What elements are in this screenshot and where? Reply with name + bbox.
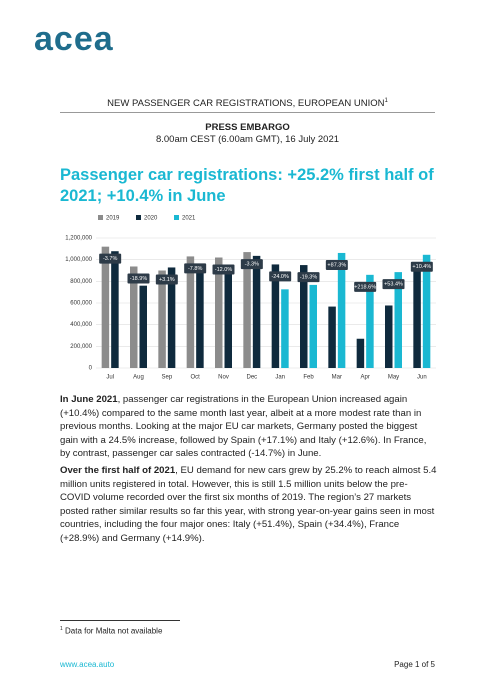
x-tick-label: Jun <box>417 375 427 381</box>
change-label: +10.4% <box>412 264 431 270</box>
paragraph-lead: In June 2021 <box>60 394 118 405</box>
header-text: NEW PASSENGER CAR REGISTRATIONS, EUROPEA… <box>107 98 385 110</box>
bar <box>158 270 166 368</box>
bar <box>139 285 147 368</box>
x-tick-label: Aug <box>133 375 144 381</box>
label-box <box>325 259 348 270</box>
bar <box>422 254 431 368</box>
x-tick-label: Nov <box>218 375 229 381</box>
label-box <box>269 271 292 282</box>
paragraph-text: , EU demand for new cars grew by 25.2% t… <box>60 465 437 544</box>
y-tick-label: 200,000 <box>70 344 92 350</box>
bar <box>394 272 402 368</box>
paragraph-text: , passenger car registrations in the Eur… <box>60 394 427 460</box>
change-label: -12.0% <box>215 267 233 273</box>
bar <box>337 252 346 368</box>
change-label: -19.3% <box>300 275 318 281</box>
label-box <box>127 273 150 284</box>
x-tick-label: Oct <box>190 375 200 381</box>
change-label: -24.0% <box>271 274 289 280</box>
label-box <box>297 272 320 283</box>
bar <box>196 264 204 368</box>
legend-label: 2020 <box>144 216 158 222</box>
paragraph: In June 2021, passenger car registration… <box>60 393 438 461</box>
bar <box>111 251 119 368</box>
x-tick-label: Mar <box>332 375 342 381</box>
change-label: +3.1% <box>159 277 175 283</box>
bar <box>385 305 393 368</box>
x-tick-label: Sep <box>161 375 172 381</box>
change-label: -7.8% <box>188 266 202 272</box>
bar <box>271 264 280 368</box>
divider <box>60 112 435 113</box>
logo: acea <box>34 20 114 58</box>
bar <box>186 256 195 368</box>
change-label: +218.6% <box>354 284 376 290</box>
footer-url[interactable]: www.acea.auto <box>60 660 115 669</box>
change-label: -3.3% <box>245 262 259 268</box>
paragraph: Over the first half of 2021, EU demand f… <box>60 464 438 546</box>
y-tick-label: 1,000,000 <box>65 257 92 263</box>
footnote-rule <box>60 620 180 621</box>
label-box <box>99 253 122 264</box>
embargo: PRESS EMBARGO <box>205 122 290 133</box>
y-tick-label: 600,000 <box>70 301 92 307</box>
label-box <box>155 274 178 285</box>
bar <box>167 267 176 368</box>
legend-swatch <box>98 215 103 220</box>
footnote: 1 Data for Malta not available <box>60 626 162 636</box>
chart: 0 200,000 400,000 600,000 800,000 1,000,000 1,… <box>65 215 436 381</box>
label-box <box>354 281 377 292</box>
bar <box>243 252 251 368</box>
paragraph-lead: Over the first half of 2021 <box>60 465 176 476</box>
x-tick-label: Jul <box>106 375 114 381</box>
y-tick-label: 1,200,000 <box>65 236 92 242</box>
label-box <box>184 263 207 274</box>
x-tick-label: Jan <box>275 375 285 381</box>
legend-swatch <box>174 215 179 220</box>
bar <box>300 265 308 368</box>
bar <box>366 274 374 368</box>
legend-label: 2021 <box>182 216 196 222</box>
y-tick-label: 400,000 <box>70 322 92 328</box>
x-tick-label: Apr <box>360 375 369 381</box>
embargo-time: 8.00am CEST (6.00am GMT), 16 July 2021 <box>155 134 340 145</box>
bar <box>281 289 289 368</box>
bar <box>413 265 421 368</box>
change-label: -3.7% <box>103 256 117 262</box>
x-tick-label: Dec <box>246 375 257 381</box>
bar <box>215 257 223 368</box>
label-box <box>410 261 433 272</box>
bar <box>356 338 365 368</box>
legend-label: 2019 <box>106 216 120 222</box>
bar <box>224 270 232 368</box>
bar <box>130 266 138 368</box>
change-label: +53.4% <box>384 282 403 288</box>
change-label: +87.3% <box>327 262 346 268</box>
footnote-marker: 1 <box>60 626 63 632</box>
bar <box>101 246 110 368</box>
legend-swatch <box>136 215 141 220</box>
change-label: -18.9% <box>130 276 148 282</box>
x-tick-label: May <box>388 375 399 381</box>
x-tick-label: Feb <box>303 375 314 381</box>
footer-page: Page 1 of 5 <box>394 660 435 669</box>
label-box <box>240 259 263 270</box>
bar <box>328 306 336 368</box>
bar <box>252 255 261 368</box>
label-box <box>212 264 235 275</box>
label-box <box>382 279 405 290</box>
y-tick-label: 800,000 <box>70 279 92 285</box>
headline: Passenger car registrations: +25.2% firs… <box>60 166 434 205</box>
bar <box>309 284 317 368</box>
footnote-marker: 1 <box>384 98 388 104</box>
header-title: NEW PASSENGER CAR REGISTRATIONS, EUROPEA… <box>0 98 495 109</box>
y-tick-label: 0 <box>89 366 93 372</box>
footnote-text: Data for Malta not available <box>65 626 163 636</box>
